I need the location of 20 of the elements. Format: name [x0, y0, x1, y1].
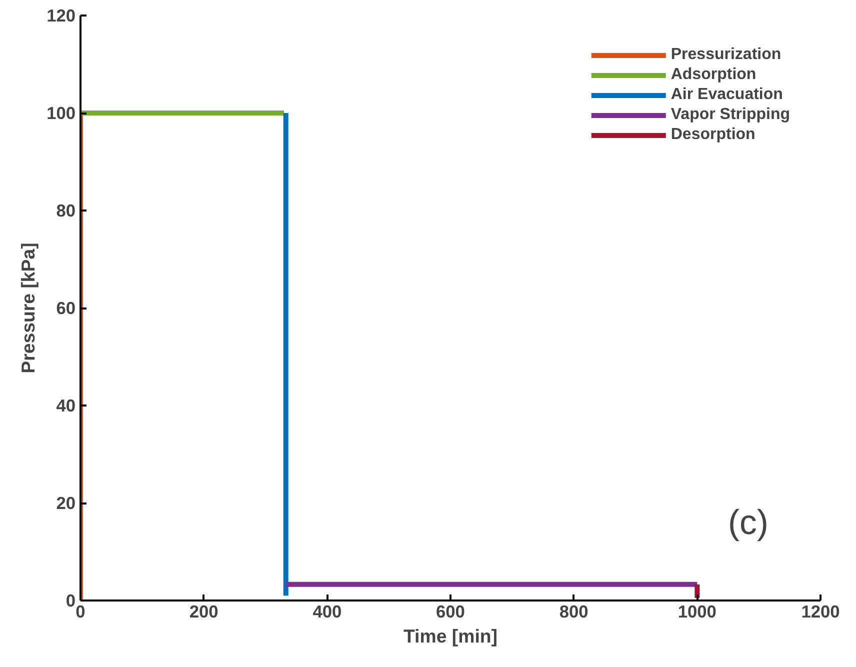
annotation: (c) — [728, 504, 768, 542]
y-tick-label: 100 — [46, 103, 76, 123]
x-tick-label: 200 — [189, 602, 218, 622]
x-axis-title: Time [min] — [404, 626, 498, 646]
x-tick-label: 1000 — [678, 602, 716, 622]
legend-label: Adsorption — [670, 66, 756, 84]
x-tick-label: 1200 — [801, 602, 840, 622]
y-tick-label: 80 — [56, 200, 76, 220]
legend-label: Pressurization — [670, 46, 782, 64]
legend-label: Vapor Stripping — [670, 106, 790, 124]
y-tick-label: 40 — [56, 396, 76, 416]
x-tick-label: 600 — [436, 602, 465, 622]
x-tick-label: 400 — [312, 602, 342, 622]
y-tick-label: 20 — [56, 493, 76, 513]
y-tick-label: 60 — [56, 298, 76, 318]
x-tick-label: 800 — [559, 602, 588, 622]
legend-label: Air Evacuation — [670, 86, 783, 104]
y-axis-title: Pressure [kPa] — [18, 242, 39, 374]
y-tick-label: 120 — [46, 6, 76, 26]
legend-label: Desorption — [670, 126, 756, 144]
